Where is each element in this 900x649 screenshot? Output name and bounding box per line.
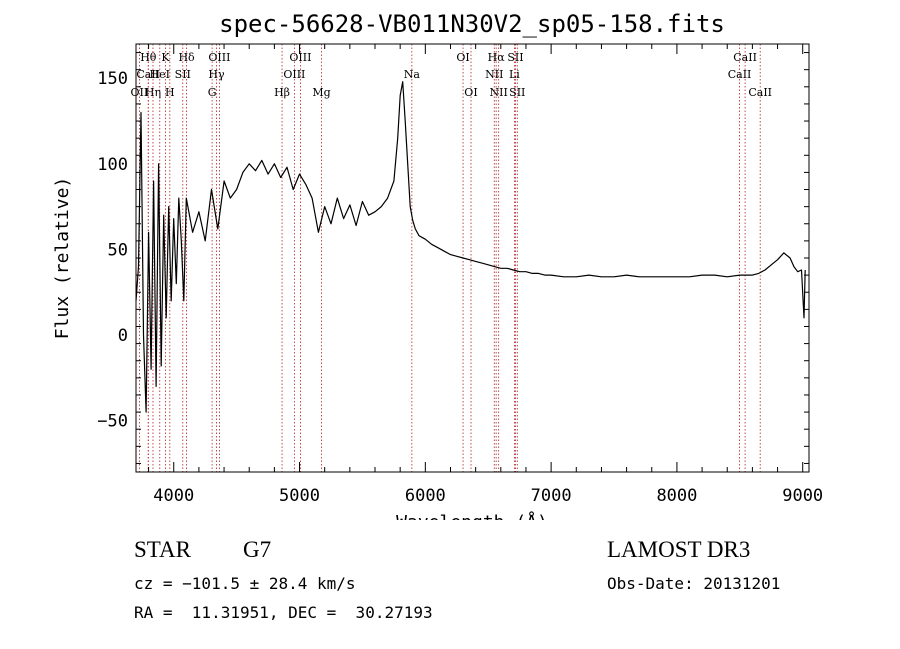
line-label-8: SII — [175, 68, 191, 81]
line-label-19: Hα — [488, 51, 506, 64]
y-tick-label--50: −50 — [97, 412, 128, 432]
line-label-12: Hβ — [274, 86, 290, 99]
line-label-22: SII — [507, 51, 523, 64]
line-label-20: NII — [485, 68, 503, 81]
line-label-1: CaII — [136, 68, 160, 81]
x-tick-label-6000: 6000 — [405, 486, 446, 506]
object-class: STAR — [134, 537, 191, 562]
spectrum-chart: spec-56628-VB011N30V2_sp05-158.fits Hθ Ca… — [52, 10, 823, 520]
line-label-7: Hδ — [178, 51, 195, 64]
coordinates: RA = 11.31951, DEC = 30.27193 — [134, 603, 433, 622]
y-tick-label-150: 150 — [97, 69, 128, 89]
line-label-2: OII — [131, 86, 149, 99]
line-label-21: NII — [490, 86, 508, 99]
y-axis: −50 0 50 100 150 — [97, 52, 809, 464]
line-label-6: H — [165, 86, 175, 99]
line-label-23: Li — [509, 68, 520, 81]
line-label-17: OI — [456, 51, 469, 64]
x-axis-label: Wavelength (Å) — [396, 511, 548, 520]
x-tick-label-7000: 7000 — [531, 486, 572, 506]
line-label-5: HeI — [150, 68, 170, 81]
line-label-15: Mg — [312, 86, 330, 99]
survey-name: LAMOST DR3 — [607, 537, 751, 562]
x-tick-label-8000: 8000 — [656, 486, 697, 506]
observation-date: Obs-Date: 20131201 — [607, 574, 781, 593]
line-label-0: Hθ — [140, 51, 157, 64]
object-subclass: G7 — [243, 537, 272, 562]
line-label-25: CaII — [733, 51, 757, 64]
line-label-16: Na — [404, 68, 421, 81]
line-label-24: SII — [509, 86, 525, 99]
x-tick-label-9000: 9000 — [782, 486, 823, 506]
line-label-26: CaII — [728, 68, 752, 81]
spectrum-series — [135, 81, 806, 413]
y-tick-label-0: 0 — [118, 326, 128, 346]
line-label-13: OIII — [289, 51, 311, 64]
line-label-4: K — [161, 51, 170, 64]
redshift-cz: cz = −101.5 ± 28.4 km/s — [134, 574, 356, 593]
plot-frame — [135, 43, 810, 473]
line-label-3: Hη — [145, 86, 161, 99]
y-axis-label: Flux (relative) — [52, 177, 73, 340]
line-label-11: G — [208, 86, 217, 99]
line-label-27: CaII — [748, 86, 772, 99]
x-tick-label-4000: 4000 — [153, 486, 194, 506]
x-tick-label-5000: 5000 — [279, 486, 320, 506]
y-tick-label-50: 50 — [108, 240, 128, 260]
line-label-14: OIII — [283, 68, 305, 81]
chart-title: spec-56628-VB011N30V2_sp05-158.fits — [219, 10, 725, 38]
line-label-9: OIII — [208, 51, 230, 64]
x-axis: 4000 5000 6000 7000 8000 9000 — [148, 44, 823, 506]
y-tick-label-100: 100 — [97, 155, 128, 175]
line-label-10: Hγ — [208, 68, 225, 81]
line-label-18: OI — [464, 86, 477, 99]
emission-line-markers — [138, 44, 761, 472]
